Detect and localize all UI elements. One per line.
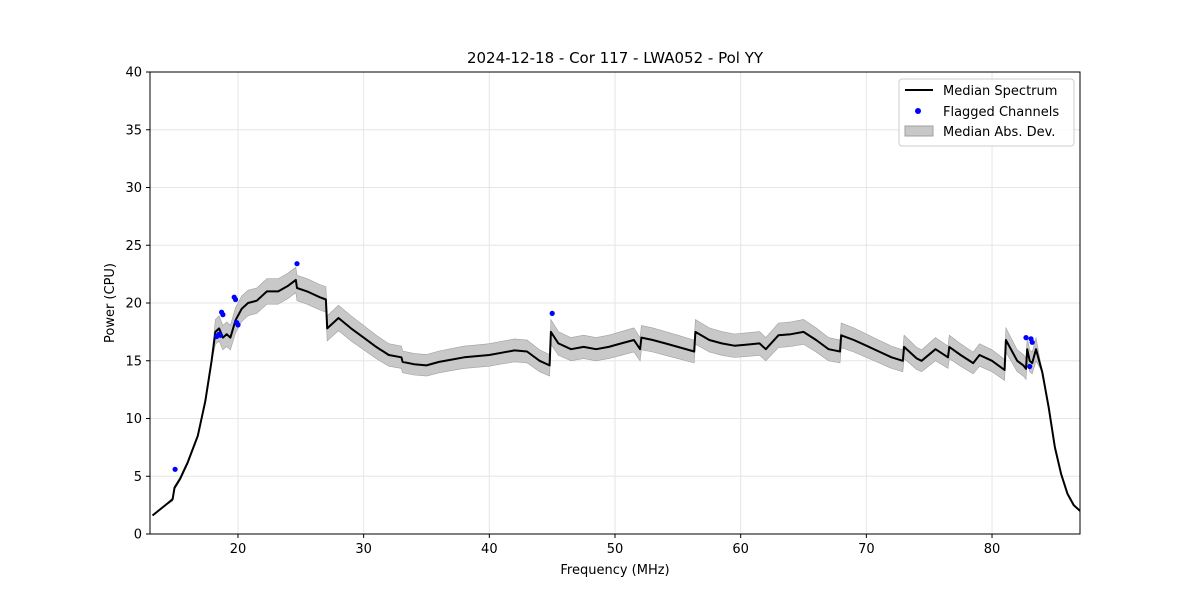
flagged-channel-point: [220, 312, 226, 318]
legend: Median Spectrum Flagged Channels Median …: [898, 78, 1075, 147]
x-tick-label: 30: [355, 542, 372, 557]
y-tick-label: 5: [134, 470, 142, 485]
median-spectrum-line: [151, 278, 1080, 517]
mad-band: [152, 266, 1080, 516]
flagged-channel-point: [235, 322, 241, 328]
flagged-channel-point: [1027, 363, 1033, 370]
y-tick-label: 20: [125, 297, 142, 312]
y-tick-label: 15: [125, 354, 142, 369]
median-line-layer: [151, 278, 1080, 517]
x-tick-label: 50: [607, 542, 624, 557]
x-axis-label: Frequency (MHz): [560, 563, 669, 578]
y-tick-label: 10: [125, 412, 142, 427]
y-tick-label: 40: [125, 66, 142, 81]
x-tick-label: 80: [984, 542, 1001, 557]
x-tick-label: 40: [481, 542, 498, 557]
x-tick-label: 20: [230, 542, 247, 557]
flagged-channel-point: [294, 261, 300, 267]
chart-title: 2024-12-18 - Cor 117 - LWA052 - Pol YY: [467, 49, 764, 67]
x-tick-label: 60: [732, 542, 749, 557]
y-tick-label: 0: [134, 528, 142, 543]
x-tick-label: 70: [858, 542, 875, 557]
flagged-channel-point: [549, 310, 555, 316]
legend-label-mad: Median Abs. Dev.: [943, 125, 1055, 140]
legend-label-median: Median Spectrum: [943, 84, 1057, 99]
y-axis-ticks: 0 5 10 15 20 25 30 35 40: [125, 66, 150, 543]
flagged-channel-point: [1023, 335, 1029, 341]
legend-mad-swatch: [904, 125, 934, 137]
flagged-channel-point: [172, 466, 178, 472]
mad-band-layer: [152, 266, 1080, 516]
flagged-channel-point: [217, 332, 223, 338]
flagged-dots-layer: [172, 261, 1035, 472]
x-axis-ticks: 20 30 40 50 60 70 80: [230, 534, 1001, 557]
legend-flagged-swatch: [915, 108, 921, 114]
legend-box: [898, 78, 1075, 147]
y-tick-label: 30: [125, 181, 142, 196]
flagged-channel-point: [232, 296, 239, 303]
flagged-channel-point: [1029, 339, 1035, 345]
legend-label-flagged: Flagged Channels: [943, 105, 1059, 120]
y-axis-label: Power (CPU): [103, 263, 118, 343]
y-tick-label: 35: [125, 123, 142, 138]
y-tick-label: 25: [125, 239, 142, 254]
